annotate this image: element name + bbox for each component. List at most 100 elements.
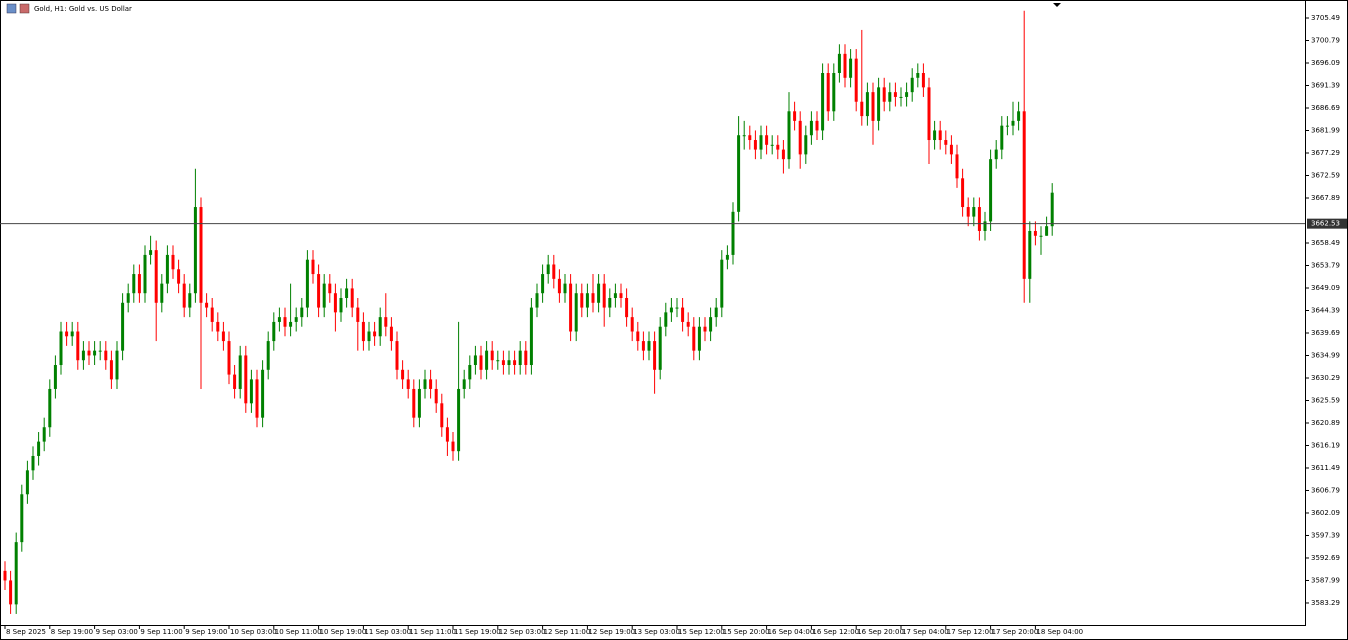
y-tick-label: 3583.29 [1311,599,1340,607]
candle-body [877,87,881,121]
y-tick-label: 3681.99 [1311,126,1340,134]
candle-body [210,307,214,322]
candle-body [361,321,365,342]
candle-body [311,259,315,275]
candle-body [93,350,97,356]
candle-body [277,317,281,322]
candle-body [759,135,763,150]
candle-body [630,317,634,332]
candle-body [681,307,685,322]
x-tick-label: 17 Sep 12:00 [947,628,994,636]
candle-body [983,221,987,231]
candle-body [300,307,304,318]
candle-body [955,154,959,179]
candle-body [429,379,433,389]
candle-body [826,73,830,112]
candle-body [849,58,853,78]
candle-body [59,331,63,366]
candle-body [468,365,472,380]
current-price-label: 3662.53 [1311,220,1340,228]
x-tick-label: 17 Sep 20:00 [992,628,1039,636]
candle-body [597,283,601,303]
y-tick-label: 3667.89 [1311,194,1340,202]
candle-body [860,101,864,117]
x-tick-label: 12 Sep 03:00 [499,628,546,636]
candle-body [613,293,617,298]
candle-body [524,350,528,366]
candle-body [65,331,69,337]
candle-body [753,140,757,150]
candle-body [205,302,209,308]
candle-body [401,369,405,380]
candle-body [25,470,29,495]
candle-body [48,388,52,428]
candle-body [479,355,483,370]
candle-body [535,293,539,308]
candle-body [98,350,102,352]
x-tick-label: 16 Sep 04:00 [768,628,815,636]
y-tick-label: 3705.49 [1311,14,1340,22]
x-tick-label: 12 Sep 11:00 [544,628,591,636]
candle-body [821,73,825,131]
candle-body [776,144,780,150]
candle-body [625,297,629,318]
candle-body [193,207,197,294]
candle-body [485,350,489,370]
x-tick-label: 9 Sep 03:00 [96,628,138,636]
candle-body [949,144,953,155]
y-tick-label: 3620.89 [1311,419,1340,427]
candle-body [473,355,477,366]
candle-body [104,350,108,361]
candle-body [3,570,7,581]
candle-body [832,73,836,112]
y-tick-label: 3587.99 [1311,576,1340,584]
candle-body [165,254,169,284]
candle-body [781,149,785,160]
candle-body [641,341,645,351]
y-tick-label: 3653.79 [1311,261,1340,269]
candle-body [328,283,332,294]
candle-body [602,283,606,308]
candle-body [182,283,186,308]
candle-body [1028,230,1032,279]
candle-body [944,140,948,145]
candle-body [686,321,690,327]
candle-body [249,379,253,404]
candle-body [697,326,701,351]
shift-marker [1053,3,1061,7]
candle-body [1022,111,1026,279]
candle-body [109,360,113,380]
candle-body [14,542,18,605]
y-tick-label: 3616.19 [1311,441,1340,449]
candle-body [233,374,237,389]
candle-body [591,293,595,303]
candle-body [1000,125,1004,150]
candle-body [585,293,589,308]
candle-body [9,580,13,605]
candle-body [541,274,545,294]
candle-body [972,207,976,217]
y-tick-label: 3634.99 [1311,351,1340,359]
candle-body [434,388,438,404]
candle-body [529,307,533,366]
chart-icon [6,3,17,14]
y-tick-label: 3700.79 [1311,36,1340,44]
candle-body [143,254,147,294]
candle-body [709,317,713,332]
candle-body [199,207,203,303]
candle-body [899,96,903,98]
candle-body [994,149,998,160]
candle-body [1039,235,1043,237]
candle-body [132,274,136,294]
candle-body [345,288,349,298]
candle-body [221,331,225,342]
candle-body [804,135,808,155]
x-tick-label: 16 Sep 20:00 [857,628,904,636]
candle-body [244,355,248,404]
y-tick-label: 3677.29 [1311,149,1340,157]
candle-body [451,441,455,452]
candle-body [417,388,421,418]
candle-body [714,307,718,318]
candle-body [569,283,573,332]
candle-body [580,293,584,308]
